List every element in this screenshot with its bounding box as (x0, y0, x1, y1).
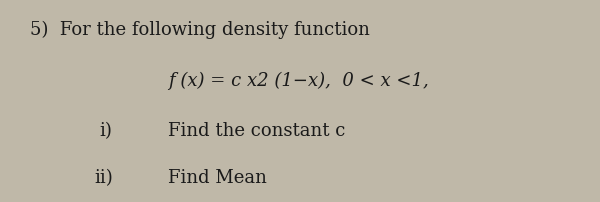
Text: i): i) (99, 122, 112, 140)
Text: Find Mean: Find Mean (168, 169, 267, 187)
Text: f (x) = c x2 (1−x),  0 < x <1,: f (x) = c x2 (1−x), 0 < x <1, (168, 72, 429, 90)
Text: ii): ii) (95, 169, 113, 187)
Text: 5)  For the following density function: 5) For the following density function (30, 21, 370, 39)
Text: Find the constant c: Find the constant c (168, 122, 346, 140)
